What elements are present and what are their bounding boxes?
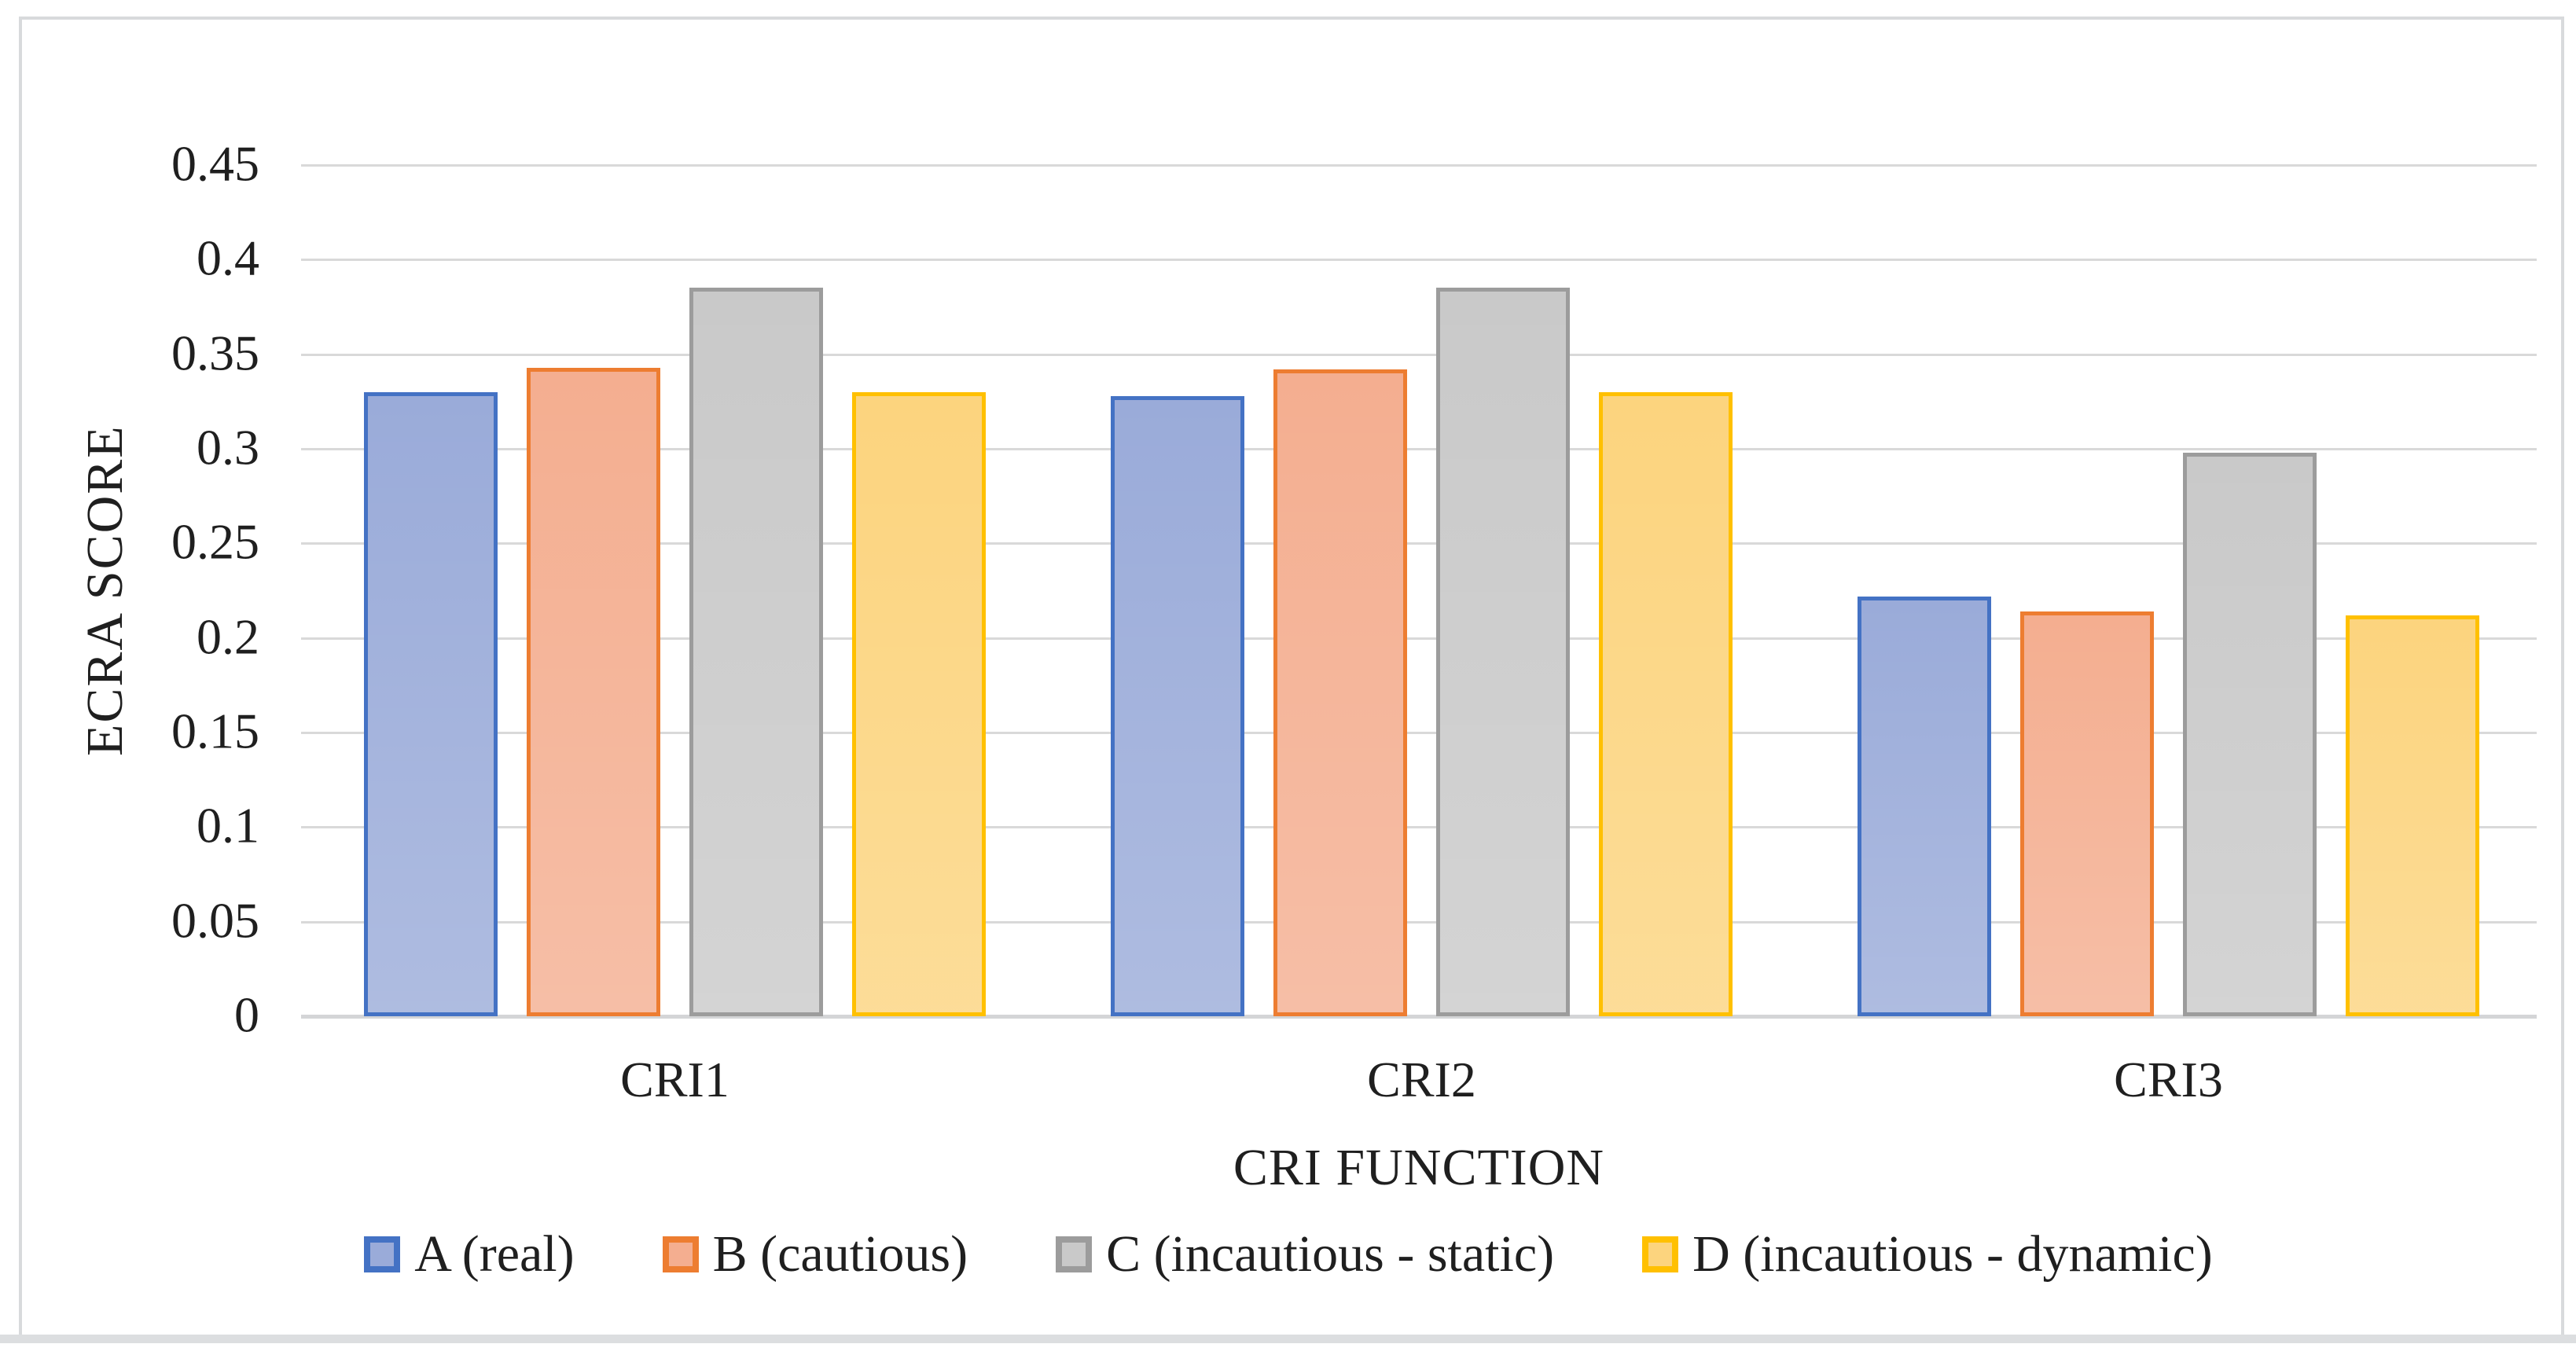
legend-swatch-icon: [364, 1236, 401, 1272]
legend-label: D (incautious - dynamic): [1692, 1225, 2213, 1283]
legend-label: C (incautious - static): [1106, 1225, 1555, 1283]
x-category-label-cri1: CRI1: [620, 1052, 729, 1107]
x-category-label-cri3: CRI3: [2114, 1052, 2223, 1107]
bar-cri2-a: [1111, 396, 1244, 1016]
bar-cri3-d: [2346, 615, 2479, 1016]
gridline-0.45: [301, 164, 2537, 167]
gridline-0.35: [301, 353, 2537, 356]
y-tick-label-0.05: 0.05: [171, 892, 259, 949]
y-tick-label-0.1: 0.1: [197, 798, 259, 854]
y-tick-label-0.3: 0.3: [197, 419, 259, 476]
page-divider-band: [0, 1335, 2576, 1343]
gridline-0.25: [301, 542, 2537, 545]
legend-item-c: C (incautious - static): [1056, 1228, 1554, 1280]
bar-cri3-b: [2020, 611, 2154, 1016]
legend-swatch-icon: [1642, 1236, 1679, 1272]
x-axis-line: [301, 1015, 2537, 1019]
legend-label: A (real): [414, 1225, 575, 1283]
bar-cri1-c: [689, 288, 823, 1016]
bar-cri2-b: [1273, 369, 1407, 1016]
gridline-0.3: [301, 448, 2537, 450]
y-tick-label-0.25: 0.25: [171, 514, 259, 571]
gridline-0.2: [301, 637, 2537, 640]
legend-label: B (cautious): [712, 1225, 968, 1283]
y-tick-label-0: 0: [234, 986, 259, 1043]
y-tick-label-0.2: 0.2: [197, 608, 259, 665]
bar-cri2-c: [1436, 288, 1570, 1016]
legend: A (real) B (cautious) C (incautious - stat…: [22, 1217, 2555, 1292]
bar-cri3-a: [1858, 597, 1991, 1016]
legend-swatch-icon: [1056, 1236, 1093, 1272]
bar-cri1-a: [364, 392, 498, 1016]
y-axis-title: ECRA SCORE: [76, 424, 134, 757]
x-axis-title: CRI FUNCTION: [1233, 1139, 1605, 1196]
gridline-0.05: [301, 920, 2537, 924]
bar-cri1-b: [527, 368, 660, 1016]
bar-cri3-c: [2183, 453, 2317, 1016]
gridline-0.1: [301, 826, 2537, 829]
bar-cri1-d: [852, 392, 986, 1016]
y-tick-label-0.4: 0.4: [197, 230, 259, 287]
legend-item-d: D (incautious - dynamic): [1642, 1228, 2213, 1280]
gridline-0.15: [301, 732, 2537, 734]
y-tick-label-0.35: 0.35: [171, 325, 259, 381]
legend-item-b: B (cautious): [662, 1225, 968, 1283]
bar-cri2-d: [1599, 392, 1733, 1016]
y-tick-label-0.45: 0.45: [171, 135, 259, 192]
gridline-0.4: [301, 259, 2537, 262]
legend-item-a: A (real): [364, 1225, 575, 1283]
x-category-label-cri2: CRI2: [1367, 1052, 1476, 1107]
legend-swatch-icon: [662, 1236, 699, 1272]
y-tick-label-0.15: 0.15: [171, 703, 259, 759]
